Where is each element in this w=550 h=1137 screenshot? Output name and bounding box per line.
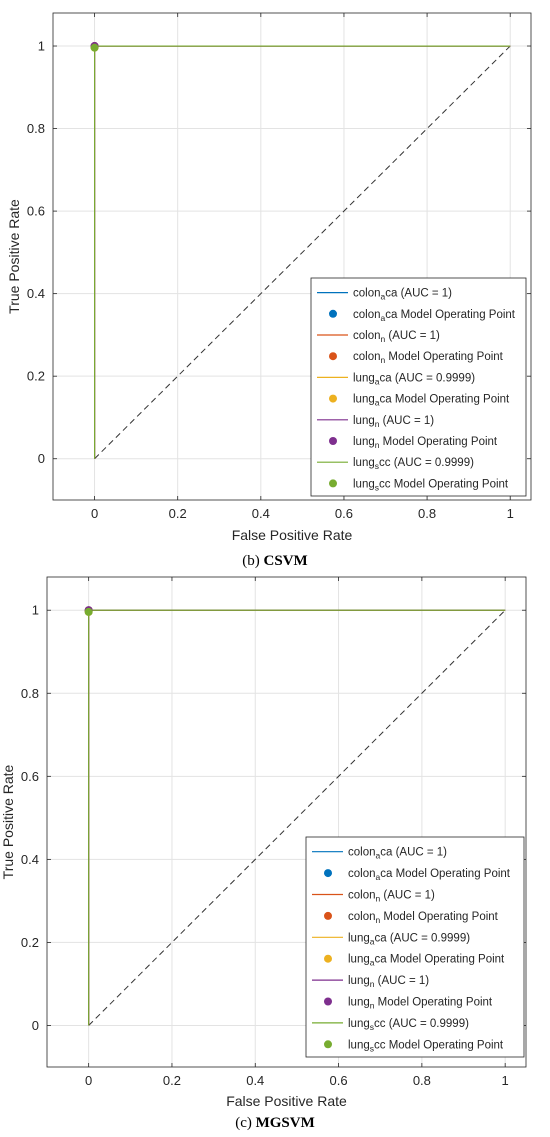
y-tick-label: 0.2 xyxy=(21,935,39,950)
x-tick-label: 0 xyxy=(85,1073,92,1088)
legend-label-curve: colonaca (AUC = 1) xyxy=(348,847,447,861)
legend-label-curve: colonn (AUC = 1) xyxy=(353,330,440,344)
x-axis-label: False Positive Rate xyxy=(226,1093,347,1109)
y-axis-label: True Positive Rate xyxy=(0,764,16,879)
legend-box xyxy=(310,277,527,497)
x-tick-label: 0.8 xyxy=(413,1073,431,1088)
legend-point-swatch xyxy=(329,479,337,488)
y-tick-label: 0.4 xyxy=(21,852,39,867)
x-tick-label: 0.6 xyxy=(335,506,353,521)
legend-label-curve: lungaca (AUC = 0.9999) xyxy=(348,932,470,946)
y-tick-label: 0.8 xyxy=(27,121,45,136)
legend-point-swatch xyxy=(329,394,337,403)
chance-diagonal-line xyxy=(88,609,506,1026)
caption-model-name: CSVM xyxy=(263,553,308,569)
legend-label-curve: lungn (AUC = 1) xyxy=(348,975,429,989)
legend-label-operating-point: lungscc Model Operating Point xyxy=(353,478,509,492)
y-axis-label: True Positive Rate xyxy=(6,199,22,314)
x-tick-label: 0.8 xyxy=(418,506,436,521)
x-tick-label: 1 xyxy=(502,1073,509,1088)
legend-label-operating-point: lungn Model Operating Point xyxy=(353,436,498,450)
caption-prefix: (c) xyxy=(235,1115,252,1131)
legend-label-operating-point: colonaca Model Operating Point xyxy=(353,309,516,323)
legend-point-swatch xyxy=(324,911,332,920)
legend-label-operating-point: lungaca Model Operating Point xyxy=(353,394,510,408)
x-axis-label: False Positive Rate xyxy=(232,527,353,543)
axes-box xyxy=(46,576,527,1068)
legend-point-swatch xyxy=(324,1040,332,1049)
operating-point-lung-scc xyxy=(90,43,99,52)
x-tick-label: 0.2 xyxy=(169,506,187,521)
y-tick-label: 0.4 xyxy=(27,286,45,301)
y-tick-label: 0.8 xyxy=(21,686,39,701)
roc-plot-mgsvm: 0 0.2 0.4 0.6 0.8 1 0 0.2 0.4 0.6 0.8 1 False Positi… xyxy=(0,576,527,1109)
operating-point-lung-scc xyxy=(84,607,93,616)
legend-label-operating-point: lungaca Model Operating Point xyxy=(348,954,505,968)
x-tick-label: 0 xyxy=(91,506,98,521)
legend-point-swatch xyxy=(324,997,332,1006)
chance-diagonal-line xyxy=(94,45,511,460)
legend-point-swatch xyxy=(324,869,332,878)
legend-point-swatch xyxy=(324,954,332,963)
legend: colonaca (AUC = 1) colonaca Model Operati… xyxy=(310,277,527,497)
x-tick-label: 1 xyxy=(507,506,514,521)
legend-label-operating-point: lungscc Model Operating Point xyxy=(348,1039,504,1053)
chart-caption: (b) CSVM xyxy=(0,553,550,570)
x-tick-label: 0.4 xyxy=(252,506,270,521)
caption-model-name: MGSVM xyxy=(255,1115,315,1131)
legend-label-curve: colonaca (AUC = 1) xyxy=(353,288,452,302)
y-tick-label: 0.6 xyxy=(21,769,39,784)
legend-point-swatch xyxy=(329,309,337,318)
y-tick-label: 0 xyxy=(38,451,45,466)
legend-label-curve: lungscc (AUC = 0.9999) xyxy=(353,457,474,471)
y-tick-label: 0.2 xyxy=(27,369,45,384)
y-tick-label: 0 xyxy=(32,1018,39,1033)
roc-plot-csvm: 0 0.2 0.4 0.6 0.8 1 0 0.2 0.4 0.6 0.8 1 False Positi… xyxy=(6,12,532,543)
legend-label-curve: lungn (AUC = 1) xyxy=(353,415,434,429)
legend-box xyxy=(305,836,525,1058)
legend: colonaca (AUC = 1) colonaca Model Operati… xyxy=(305,836,525,1058)
y-tick-label: 0.6 xyxy=(27,204,45,219)
legend-label-curve: lungscc (AUC = 0.9999) xyxy=(348,1018,469,1032)
legend-label-curve: lungaca (AUC = 0.9999) xyxy=(353,372,475,386)
y-tick-label: 1 xyxy=(38,39,45,54)
legend-label-operating-point: colonn Model Operating Point xyxy=(353,351,504,365)
legend-point-swatch xyxy=(329,437,337,445)
y-tick-label: 1 xyxy=(32,603,39,618)
x-tick-label: 0.4 xyxy=(246,1073,264,1088)
legend-label-operating-point: colonaca Model Operating Point xyxy=(348,868,511,882)
caption-prefix: (b) xyxy=(242,553,260,569)
legend-label-operating-point: colonn Model Operating Point xyxy=(348,911,499,925)
chart-caption: (c) MGSVM xyxy=(0,1115,550,1132)
legend-point-swatch xyxy=(329,352,337,361)
legend-label-operating-point: lungn Model Operating Point xyxy=(348,997,493,1011)
x-tick-label: 0.6 xyxy=(330,1073,348,1088)
legend-label-curve: colonn (AUC = 1) xyxy=(348,890,435,904)
x-tick-label: 0.2 xyxy=(163,1073,181,1088)
roc-chart-mgsvm: 0 0.2 0.4 0.6 0.8 1 0 0.2 0.4 0.6 0.8 1 False Positi… xyxy=(0,575,550,1137)
axes-box xyxy=(52,12,532,501)
roc-chart-csvm: 0 0.2 0.4 0.6 0.8 1 0 0.2 0.4 0.6 0.8 1 False Positi… xyxy=(0,12,550,570)
